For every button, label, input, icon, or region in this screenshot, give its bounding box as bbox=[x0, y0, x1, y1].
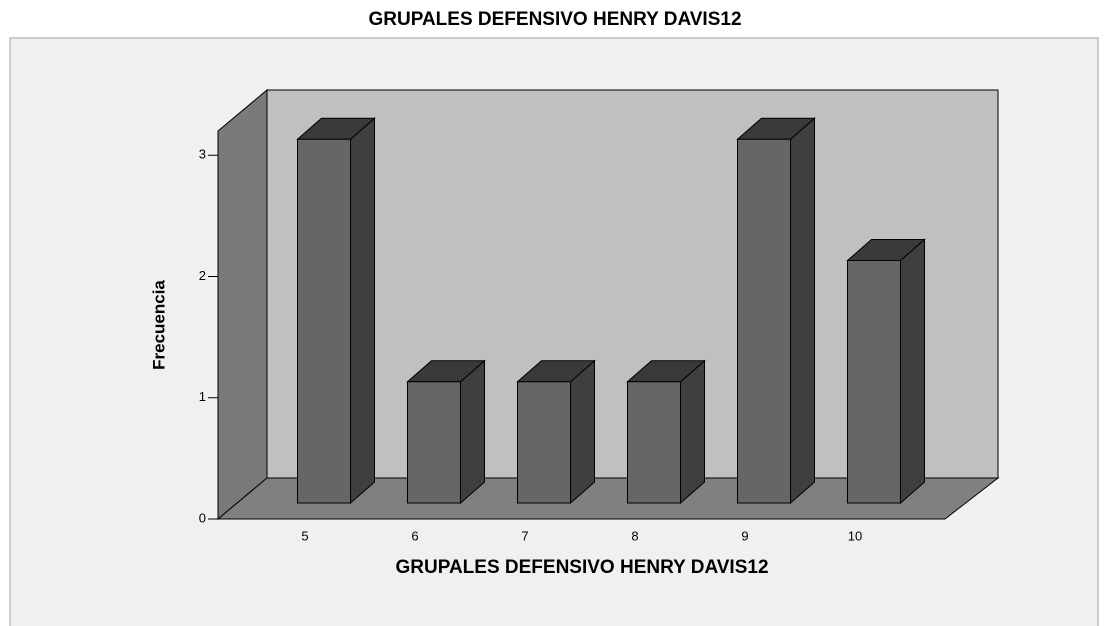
y-axis-label: Frecuencia bbox=[149, 280, 168, 370]
y-tick-label: 0 bbox=[199, 510, 206, 525]
x-tick-label: 9 bbox=[741, 528, 748, 543]
x-tick-label: 10 bbox=[848, 528, 862, 543]
x-tick-label: 5 bbox=[301, 528, 308, 543]
chart-title: GRUPALES DEFENSIVO HENRY DAVIS12 bbox=[368, 9, 741, 30]
bar-side bbox=[680, 359, 705, 505]
x-tick-label: 8 bbox=[631, 528, 638, 543]
bar bbox=[737, 138, 791, 504]
y-tick-label: 3 bbox=[199, 147, 206, 162]
y-tick-label: 1 bbox=[199, 389, 206, 404]
bar bbox=[847, 260, 901, 504]
bar bbox=[297, 138, 351, 504]
bar bbox=[407, 381, 461, 504]
left-wall bbox=[217, 88, 268, 521]
bar-side bbox=[570, 359, 595, 505]
y-tick-label: 2 bbox=[199, 268, 206, 283]
bar-side bbox=[350, 117, 375, 505]
bar-side bbox=[900, 238, 925, 505]
x-tick-label: 6 bbox=[411, 528, 418, 543]
bar bbox=[627, 381, 681, 504]
bar bbox=[517, 381, 571, 504]
bar-side bbox=[460, 359, 485, 505]
x-axis-label: GRUPALES DEFENSIVO HENRY DAVIS12 bbox=[395, 557, 768, 578]
bar-side bbox=[790, 117, 815, 505]
x-tick-label: 7 bbox=[521, 528, 528, 543]
